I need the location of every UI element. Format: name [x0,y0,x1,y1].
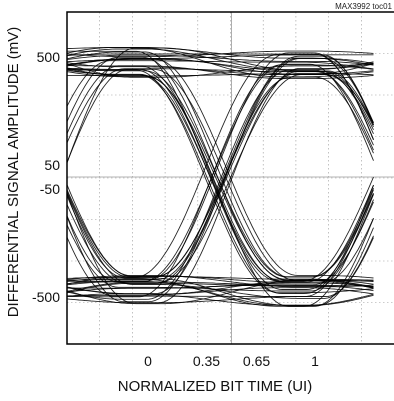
x-axis-title: NORMALIZED BIT TIME (UI) [118,378,312,395]
eye-trace [67,64,374,298]
eye-trace [67,54,374,126]
eye-trace [67,63,374,304]
eye-trace [67,69,374,300]
eye-trace [67,68,374,294]
plot-frame [66,11,394,345]
eye-trace [67,60,374,108]
x-tick-label: 0 [144,353,152,369]
eye-trace [67,69,374,289]
eye-trace [67,191,374,299]
y-tick-label: -50 [40,181,60,197]
eye-trace [67,293,374,306]
eye-trace [67,276,374,282]
figure-id: MAX3992 toc01 [335,2,392,11]
eye-trace [67,58,374,281]
y-tick-labels: 500 50 -50 -500 [32,49,60,305]
eye-trace [67,73,374,278]
eye-trace [67,71,374,307]
eye-trace [67,62,374,78]
eye-trace [67,199,374,292]
eye-trace [67,280,374,287]
x-tick-labels: 0 0.35 0.65 1 [144,353,319,369]
y-tick-label: -500 [32,289,60,305]
y-axis-title: DIFFERENTIAL SIGNAL AMPLITUDE (mV) [5,27,22,318]
eye-trace [67,201,374,289]
eye-trace [67,287,374,297]
eye-trace [67,47,374,164]
eye-trace [67,65,374,135]
eye-trace [67,275,374,288]
eye-trace [67,68,374,278]
x-tick-label: 1 [311,353,319,369]
eye-trace [67,203,374,292]
y-tick-label: 50 [44,157,60,173]
eye-trace [67,237,374,304]
eye-trace [67,55,374,277]
eye-trace [67,50,374,58]
eye-traces [67,47,374,307]
x-tick-label: 0.35 [193,353,220,369]
x-tick-label: 0.65 [243,353,270,369]
eye-trace [67,74,374,292]
y-tick-label: 500 [37,49,61,65]
plot-area [66,11,394,345]
